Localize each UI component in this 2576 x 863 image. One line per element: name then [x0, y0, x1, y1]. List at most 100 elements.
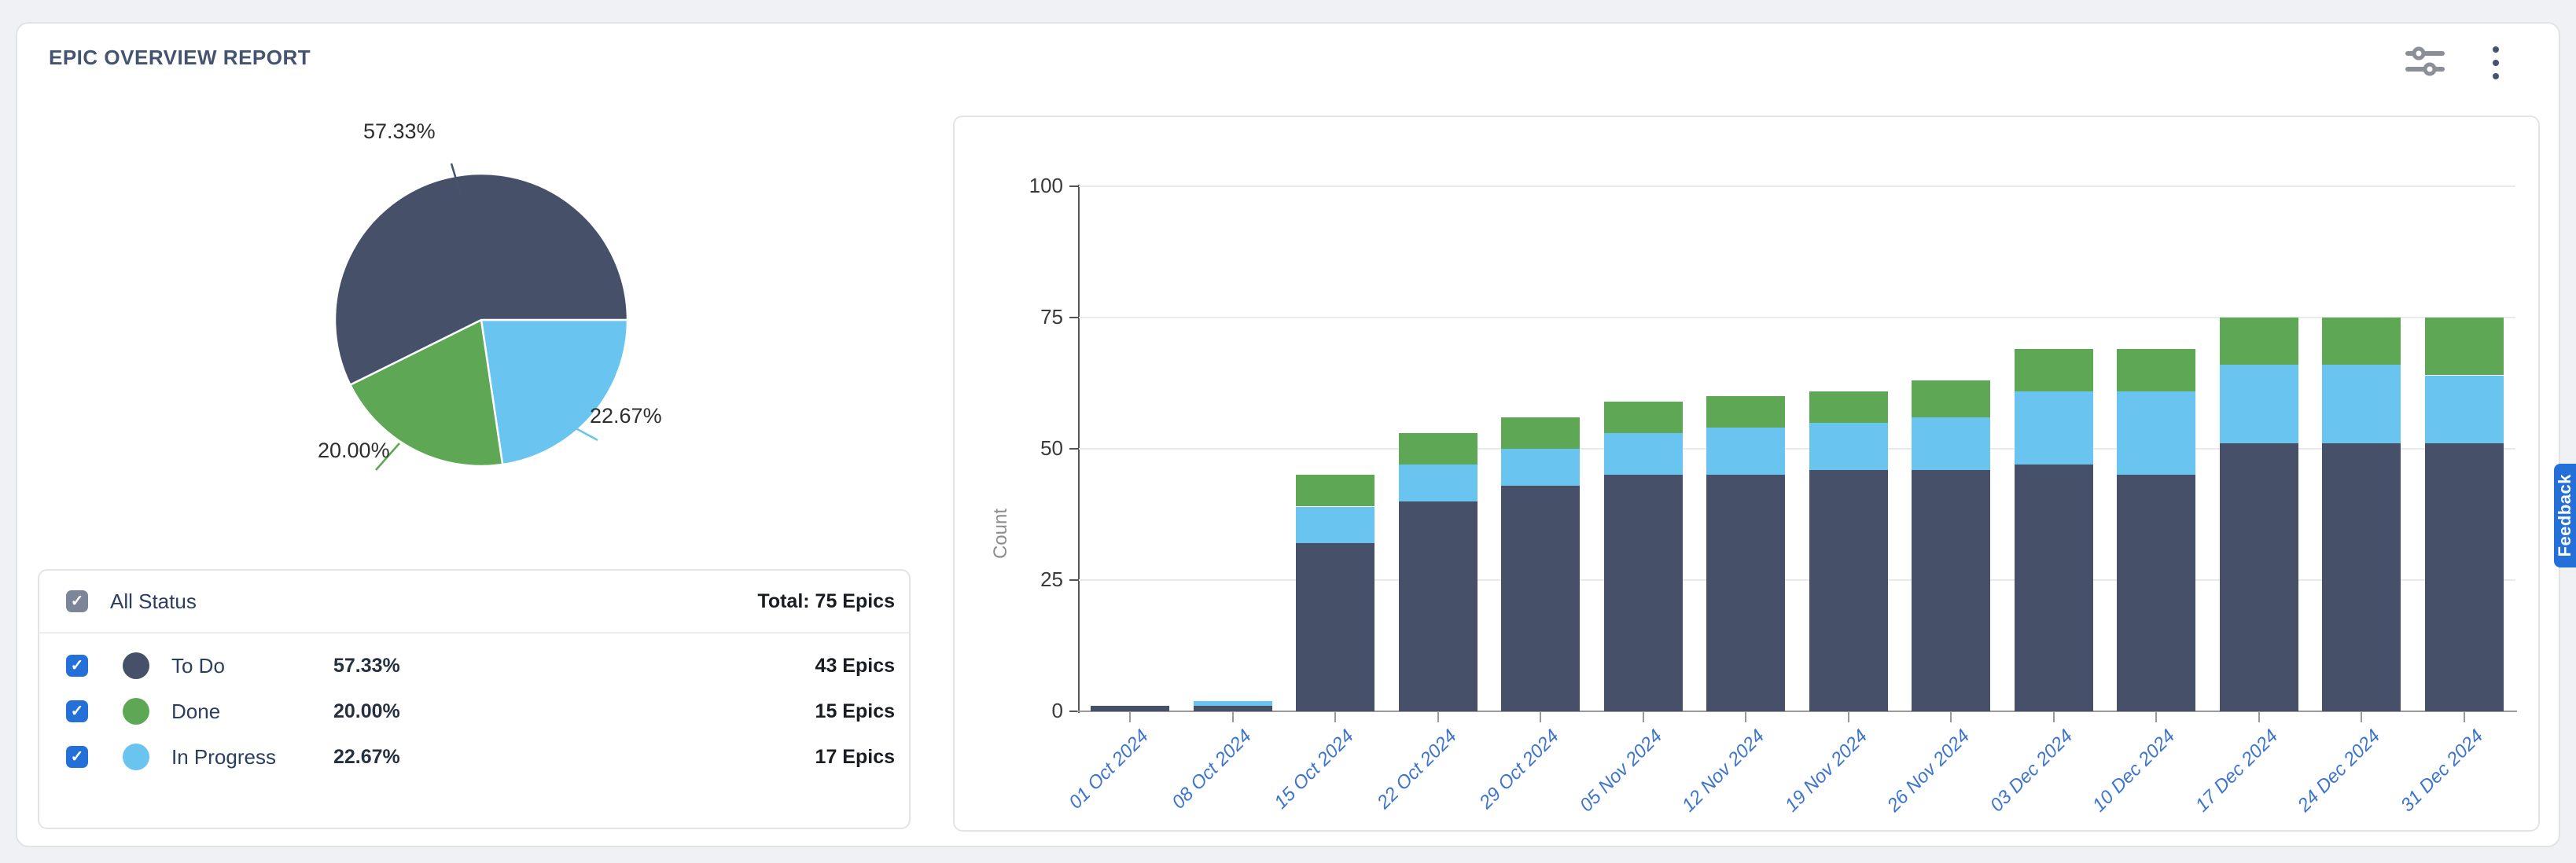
status-percent: 20.00% [333, 700, 400, 722]
bar-29-oct-2024[interactable] [1501, 417, 1581, 711]
bar-03-dec-2024[interactable] [2014, 349, 2093, 711]
y-axis-tick [1069, 317, 1079, 318]
bar-12-nov-2024[interactable] [1706, 396, 1786, 711]
pie-slice-done[interactable] [349, 318, 504, 468]
bar-10-dec-2024[interactable] [2117, 349, 2196, 711]
legend-header-row: All Status Total: 75 Epics [39, 571, 909, 632]
bar-segment-done [1296, 475, 1375, 507]
x-axis-tick [1231, 712, 1234, 722]
bar-segment-to-do [1296, 543, 1375, 711]
all-status-checkbox[interactable] [66, 590, 88, 612]
y-tick-label-50: 50 [1040, 436, 1063, 460]
bar-01-oct-2024[interactable] [1091, 706, 1170, 711]
plot-area [1079, 185, 2515, 711]
pie-label-in-progress: 22.67% [590, 404, 662, 428]
bar-segment-to-do [1193, 706, 1272, 711]
sliders-icon [2405, 44, 2445, 83]
bar-05-nov-2024[interactable] [1603, 401, 1683, 711]
status-pie-chart [333, 172, 629, 468]
bar-19-nov-2024[interactable] [1809, 391, 1888, 711]
pie-slice-to-do[interactable] [333, 172, 629, 386]
bar-segment-done [1912, 380, 1991, 417]
x-axis-tick [1540, 712, 1542, 722]
y-tick-label-100: 100 [1029, 174, 1063, 197]
card-toolbar [2403, 41, 2518, 85]
bar-24-dec-2024[interactable] [2322, 318, 2401, 711]
status-label: Done [171, 699, 221, 723]
epic-trend-chart-panel: Count 0 25 50 75 100 01 Oct 2024 08 Oct 2024 15… [953, 116, 2540, 832]
legend-row: In Progress 22.67% 17 Epics [39, 734, 909, 780]
bar-17-dec-2024[interactable] [2219, 318, 2298, 711]
x-axis-tick [1129, 712, 1132, 722]
bar-segment-in-progress [1501, 449, 1581, 486]
x-axis-tick [2463, 712, 2465, 722]
bar-segment-in-progress [2322, 365, 2401, 444]
x-axis-tick [2258, 712, 2260, 722]
bar-segment-to-do [1912, 469, 1991, 711]
epic-overview-report-card: EPIC OVERVIEW REPORT [16, 22, 2560, 847]
bar-22-oct-2024[interactable] [1398, 432, 1478, 711]
bar-segment-in-progress [1296, 506, 1375, 544]
bar-segment-done [2117, 349, 2196, 391]
bar-segment-in-progress [1809, 422, 1888, 470]
bar-segment-done [1809, 391, 1888, 423]
status-checkbox[interactable] [66, 655, 88, 677]
pie-label-todo: 57.33% [363, 119, 436, 143]
x-tick-label-31-dec-2024: 31 Dec 2024 [2396, 725, 2487, 817]
bar-segment-in-progress [1398, 465, 1478, 501]
bar-08-oct-2024[interactable] [1193, 700, 1272, 711]
x-axis-line [1077, 711, 2517, 712]
bar-segment-done [2322, 318, 2401, 365]
x-tick-label-10-dec-2024: 10 Dec 2024 [2088, 725, 2180, 817]
x-axis-tick [1334, 712, 1337, 722]
x-tick-label-03-dec-2024: 03 Dec 2024 [1985, 725, 2077, 817]
bar-segment-done [1501, 417, 1581, 449]
bar-segment-to-do [2322, 443, 2401, 711]
page-title: EPIC OVERVIEW REPORT [49, 46, 311, 69]
x-axis-tick [1437, 712, 1439, 722]
x-tick-label-29-oct-2024: 29 Oct 2024 [1475, 725, 1564, 813]
status-checkbox[interactable] [66, 700, 88, 722]
bar-segment-to-do [1091, 706, 1170, 711]
x-axis-tick [1642, 712, 1644, 722]
x-axis-tick [1950, 712, 1952, 722]
bar-31-dec-2024[interactable] [2424, 318, 2504, 711]
kebab-menu-icon [2493, 46, 2499, 79]
x-axis-tick [2361, 712, 2363, 722]
filter-settings-button[interactable] [2403, 41, 2447, 85]
y-tick-label-75: 75 [1040, 305, 1063, 329]
status-label: In Progress [171, 744, 276, 769]
bar-26-nov-2024[interactable] [1912, 380, 1991, 711]
bar-segment-in-progress [1912, 417, 1991, 470]
bar-segment-to-do [1603, 475, 1683, 711]
more-options-button[interactable] [2474, 41, 2518, 85]
gridline-50 [1079, 448, 2515, 450]
pie-label-done: 20.00% [318, 439, 390, 462]
status-color-swatch [123, 698, 149, 725]
x-tick-label-15-oct-2024: 15 Oct 2024 [1270, 725, 1359, 813]
bar-segment-in-progress [1603, 432, 1683, 476]
status-checkbox[interactable] [66, 746, 88, 768]
status-count: 15 Epics [815, 700, 895, 722]
bar-segment-in-progress [1706, 428, 1786, 476]
legend-row: Done 20.00% 15 Epics [39, 689, 909, 734]
x-tick-label-17-dec-2024: 17 Dec 2024 [2191, 725, 2282, 817]
bar-segment-done [1603, 401, 1683, 433]
status-color-swatch [123, 652, 149, 679]
y-axis-tick [1069, 579, 1079, 581]
x-axis-tick [2155, 712, 2158, 722]
bar-15-oct-2024[interactable] [1296, 475, 1375, 711]
status-percent: 22.67% [333, 745, 400, 768]
x-tick-label-19-nov-2024: 19 Nov 2024 [1780, 725, 1871, 817]
pie-slice-in-progress[interactable] [480, 318, 629, 466]
x-tick-label-01-oct-2024: 01 Oct 2024 [1065, 725, 1154, 813]
status-label: To Do [171, 653, 225, 678]
bar-segment-to-do [2117, 475, 2196, 711]
bar-segment-in-progress [1193, 700, 1272, 707]
bar-segment-to-do [2219, 443, 2298, 711]
legend-row: To Do 57.33% 43 Epics [39, 643, 909, 689]
y-axis-tick [1069, 448, 1079, 450]
legend-rows: To Do 57.33% 43 Epics Done 20.00% 15 Epi… [39, 643, 909, 780]
feedback-tab[interactable]: Feedback [2554, 464, 2576, 567]
bar-segment-to-do [1706, 475, 1786, 711]
